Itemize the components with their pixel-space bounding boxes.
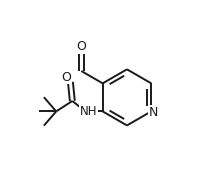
Text: O: O bbox=[61, 71, 71, 84]
Text: O: O bbox=[76, 40, 86, 53]
Text: NH: NH bbox=[80, 105, 97, 118]
Text: N: N bbox=[149, 106, 158, 119]
